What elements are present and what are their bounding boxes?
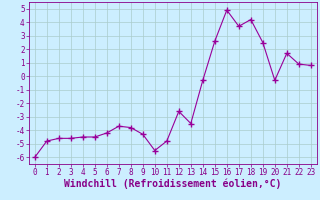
X-axis label: Windchill (Refroidissement éolien,°C): Windchill (Refroidissement éolien,°C) xyxy=(64,179,282,189)
